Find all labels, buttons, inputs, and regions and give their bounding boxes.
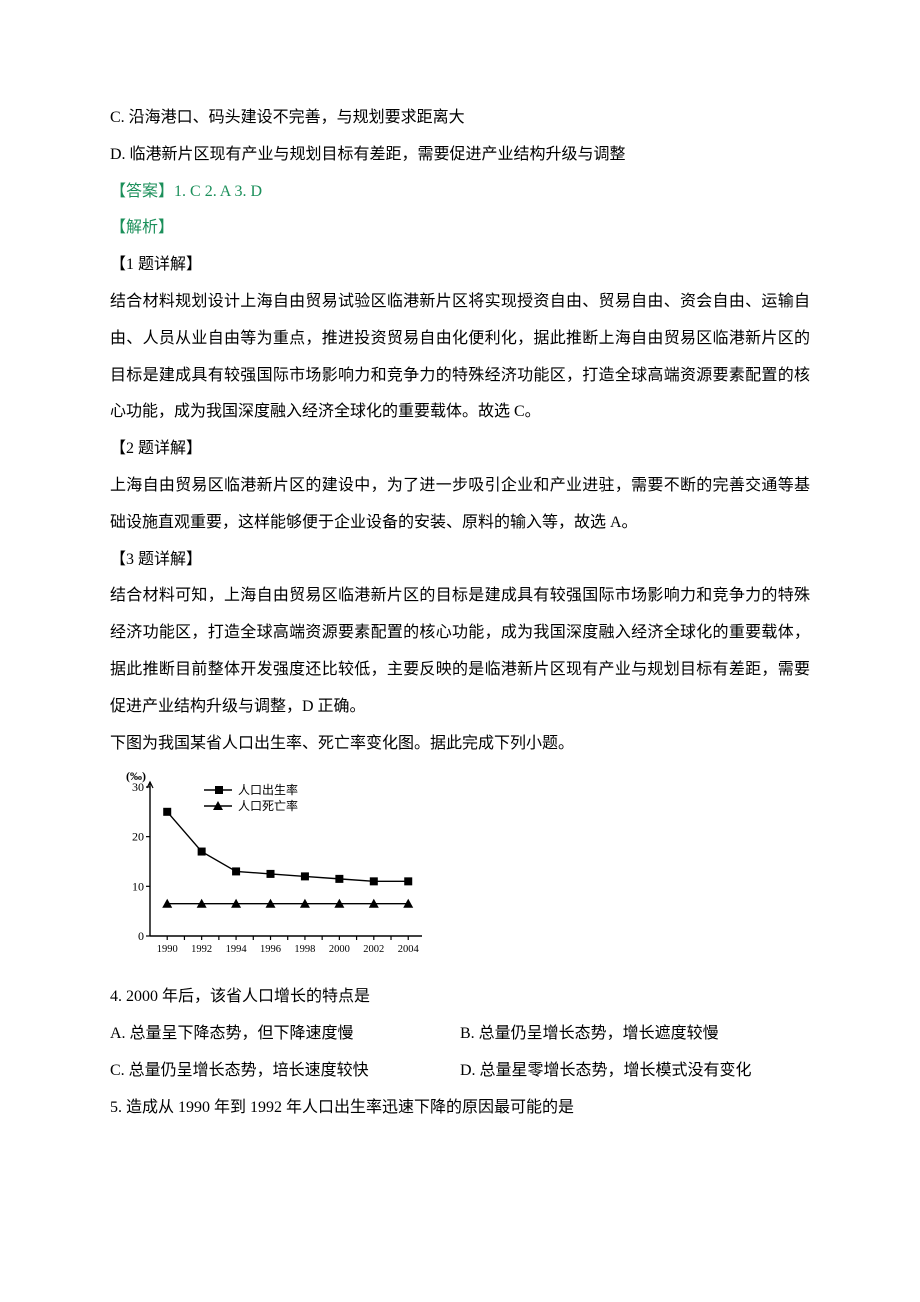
q4-option-a: A. 总量呈下降态势，但下降速度慢	[110, 1016, 460, 1053]
option-c: C. 沿海港口、码头建设不完善，与规划要求距离大	[110, 100, 810, 137]
q4-stem: 4. 2000 年后，该省人口增长的特点是	[110, 979, 810, 1016]
svg-text:0: 0	[138, 929, 144, 943]
svg-text:30: 30	[132, 780, 144, 794]
q1-head: 【1 题详解】	[110, 247, 810, 284]
svg-text:1994: 1994	[226, 944, 248, 955]
birth-death-chart: (‰)0102030199019921994199619982000200220…	[110, 768, 430, 958]
q2-body: 上海自由贸易区临港新片区的建设中，为了进一步吸引企业和产业进驻，需要不断的完善交…	[110, 468, 810, 542]
option-d: D. 临港新片区现有产业与规划目标有差距，需要促进产业结构升级与调整	[110, 137, 810, 174]
svg-text:1996: 1996	[260, 944, 281, 955]
svg-text:人口出生率: 人口出生率	[238, 782, 298, 797]
q2-head: 【2 题详解】	[110, 431, 810, 468]
svg-text:20: 20	[132, 830, 144, 844]
q3-head: 【3 题详解】	[110, 542, 810, 579]
svg-text:1990: 1990	[157, 944, 178, 955]
answer-label: 【答案】	[110, 183, 174, 200]
q5-stem: 5. 造成从 1990 年到 1992 年人口出生率迅速下降的原因最可能的是	[110, 1090, 810, 1127]
q3-body: 结合材料可知，上海自由贸易区临港新片区的目标是建成具有较强国际市场影响力和竞争力…	[110, 578, 810, 725]
answer-values: 1. C 2. A 3. D	[174, 183, 262, 200]
svg-text:1998: 1998	[294, 944, 315, 955]
svg-text:2000: 2000	[329, 944, 350, 955]
chart-intro: 下图为我国某省人口出生率、死亡率变化图。据此完成下列小题。	[110, 726, 810, 763]
q4-option-d: D. 总量星零增长态势，增长模式没有变化	[460, 1053, 810, 1090]
svg-text:10: 10	[132, 880, 144, 894]
svg-text:1992: 1992	[191, 944, 212, 955]
q4-option-b: B. 总量仍呈增长态势，增长遮度较慢	[460, 1016, 810, 1053]
explain-label: 【解析】	[110, 210, 810, 247]
svg-text:2002: 2002	[363, 944, 384, 955]
svg-text:2004: 2004	[398, 944, 420, 955]
q4-option-c: C. 总量仍呈增长态势，培长速度较快	[110, 1053, 460, 1090]
chart-container: (‰)0102030199019921994199619982000200220…	[110, 768, 810, 973]
q1-body: 结合材料规划设计上海自由贸易试验区临港新片区将实现授资自由、贸易自由、资会自由、…	[110, 284, 810, 431]
svg-text:人口死亡率: 人口死亡率	[238, 798, 298, 813]
answer-line: 【答案】1. C 2. A 3. D	[110, 174, 810, 211]
